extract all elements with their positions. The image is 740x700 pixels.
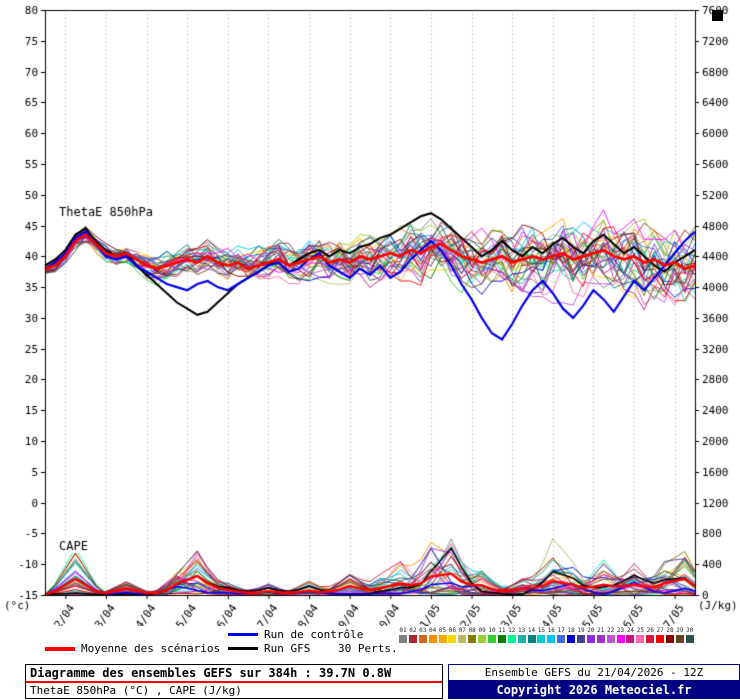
legend-mean-label: Moyenne des scénarios [81,642,221,655]
legend-item-gfs: Run GFS [228,642,310,655]
legend-gfs-label: Run GFS [264,642,311,655]
pert-cell: 02 [408,627,418,643]
pert-cell: 28 [665,627,675,643]
chart-subtitle: ThetaE 850hPa (°C) , CAPE (J/kg) [30,684,242,697]
pert-cell: 12 [507,627,517,643]
perts-count-label: 30 Perts. [338,642,398,655]
corner-mark [712,10,723,21]
pert-cell: 22 [606,627,616,643]
pert-cell: 16 [546,627,556,643]
pert-cell: 18 [566,627,576,643]
pert-cell: 07 [457,627,467,643]
pert-cell: 03 [418,627,428,643]
pert-cell: 14 [527,627,537,643]
legend-item-mean: Moyenne des scénarios [45,642,220,655]
pert-cell: 04 [428,627,438,643]
pert-cell: 11 [497,627,507,643]
mean-line-swatch [45,646,75,651]
pert-cell: 10 [487,627,497,643]
run-info-box: Ensemble GEFS du 21/04/2026 - 12Z Copyri… [448,664,740,699]
pert-cell: 26 [645,627,655,643]
legend: Moyenne des scénarios Run de contrôle Ru… [0,626,740,664]
pert-cell: 05 [438,627,448,643]
pert-cell: 25 [635,627,645,643]
pert-cell: 09 [477,627,487,643]
pert-cell: 19 [576,627,586,643]
ensemble-chart [0,0,740,626]
pert-cell: 15 [536,627,546,643]
pert-cell: 24 [625,627,635,643]
gfs-line-swatch [228,647,258,650]
run-info-label: Ensemble GEFS du 21/04/2026 - 12Z [448,664,740,681]
chart-info-box: Diagramme des ensembles GEFS sur 384h : … [25,664,443,699]
pert-cell: 29 [675,627,685,643]
pert-cell: 27 [655,627,665,643]
pert-cell: 20 [586,627,596,643]
pert-cell: 30 [685,627,695,643]
legend-control-label: Run de contrôle [264,628,364,641]
pert-cell: 01 [398,627,408,643]
copyright-label: Copyright 2026 Meteociel.fr [448,681,740,699]
control-line-swatch [228,633,258,636]
pert-cell: 13 [517,627,527,643]
chart-title: Diagramme des ensembles GEFS sur 384h : … [26,665,442,683]
footer: Diagramme des ensembles GEFS sur 384h : … [0,664,740,700]
pert-cell: 23 [616,627,626,643]
perts-grid: 01 02 03 04 05 06 07 08 09 10 11 12 13 14 15 16 17 18 19 20… [398,627,695,643]
pert-cell: 17 [556,627,566,643]
legend-item-control: Run de contrôle [228,628,363,641]
pert-cell: 08 [467,627,477,643]
pert-cell: 06 [447,627,457,643]
pert-cell: 21 [596,627,606,643]
